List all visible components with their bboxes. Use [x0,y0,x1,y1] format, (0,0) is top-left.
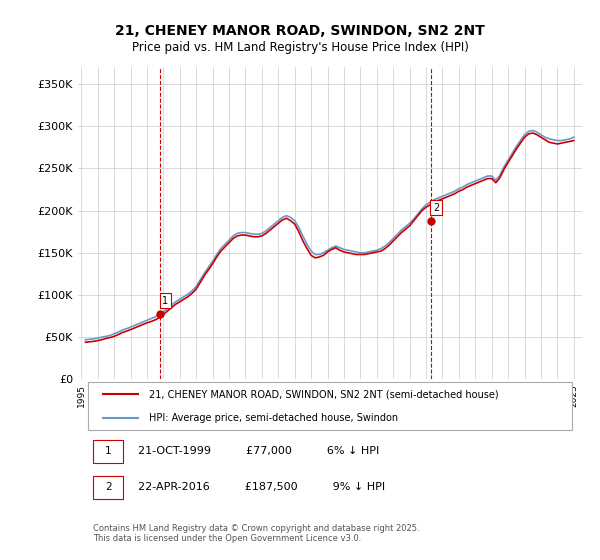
Text: 21, CHENEY MANOR ROAD, SWINDON, SN2 2NT: 21, CHENEY MANOR ROAD, SWINDON, SN2 2NT [115,24,485,38]
Text: HPI: Average price, semi-detached house, Swindon: HPI: Average price, semi-detached house,… [149,413,398,423]
FancyBboxPatch shape [93,440,124,463]
FancyBboxPatch shape [93,476,124,498]
Text: 2: 2 [105,483,112,492]
Text: 1: 1 [162,296,168,306]
FancyBboxPatch shape [88,382,572,430]
Text: 1: 1 [105,446,112,456]
Text: 22-APR-2016          £187,500          9% ↓ HPI: 22-APR-2016 £187,500 9% ↓ HPI [139,483,386,492]
Text: 2: 2 [433,203,439,213]
Text: 21-OCT-1999          £77,000          6% ↓ HPI: 21-OCT-1999 £77,000 6% ↓ HPI [139,446,380,456]
Text: Contains HM Land Registry data © Crown copyright and database right 2025.
This d: Contains HM Land Registry data © Crown c… [93,524,420,543]
Text: Price paid vs. HM Land Registry's House Price Index (HPI): Price paid vs. HM Land Registry's House … [131,41,469,54]
Text: 21, CHENEY MANOR ROAD, SWINDON, SN2 2NT (semi-detached house): 21, CHENEY MANOR ROAD, SWINDON, SN2 2NT … [149,389,498,399]
